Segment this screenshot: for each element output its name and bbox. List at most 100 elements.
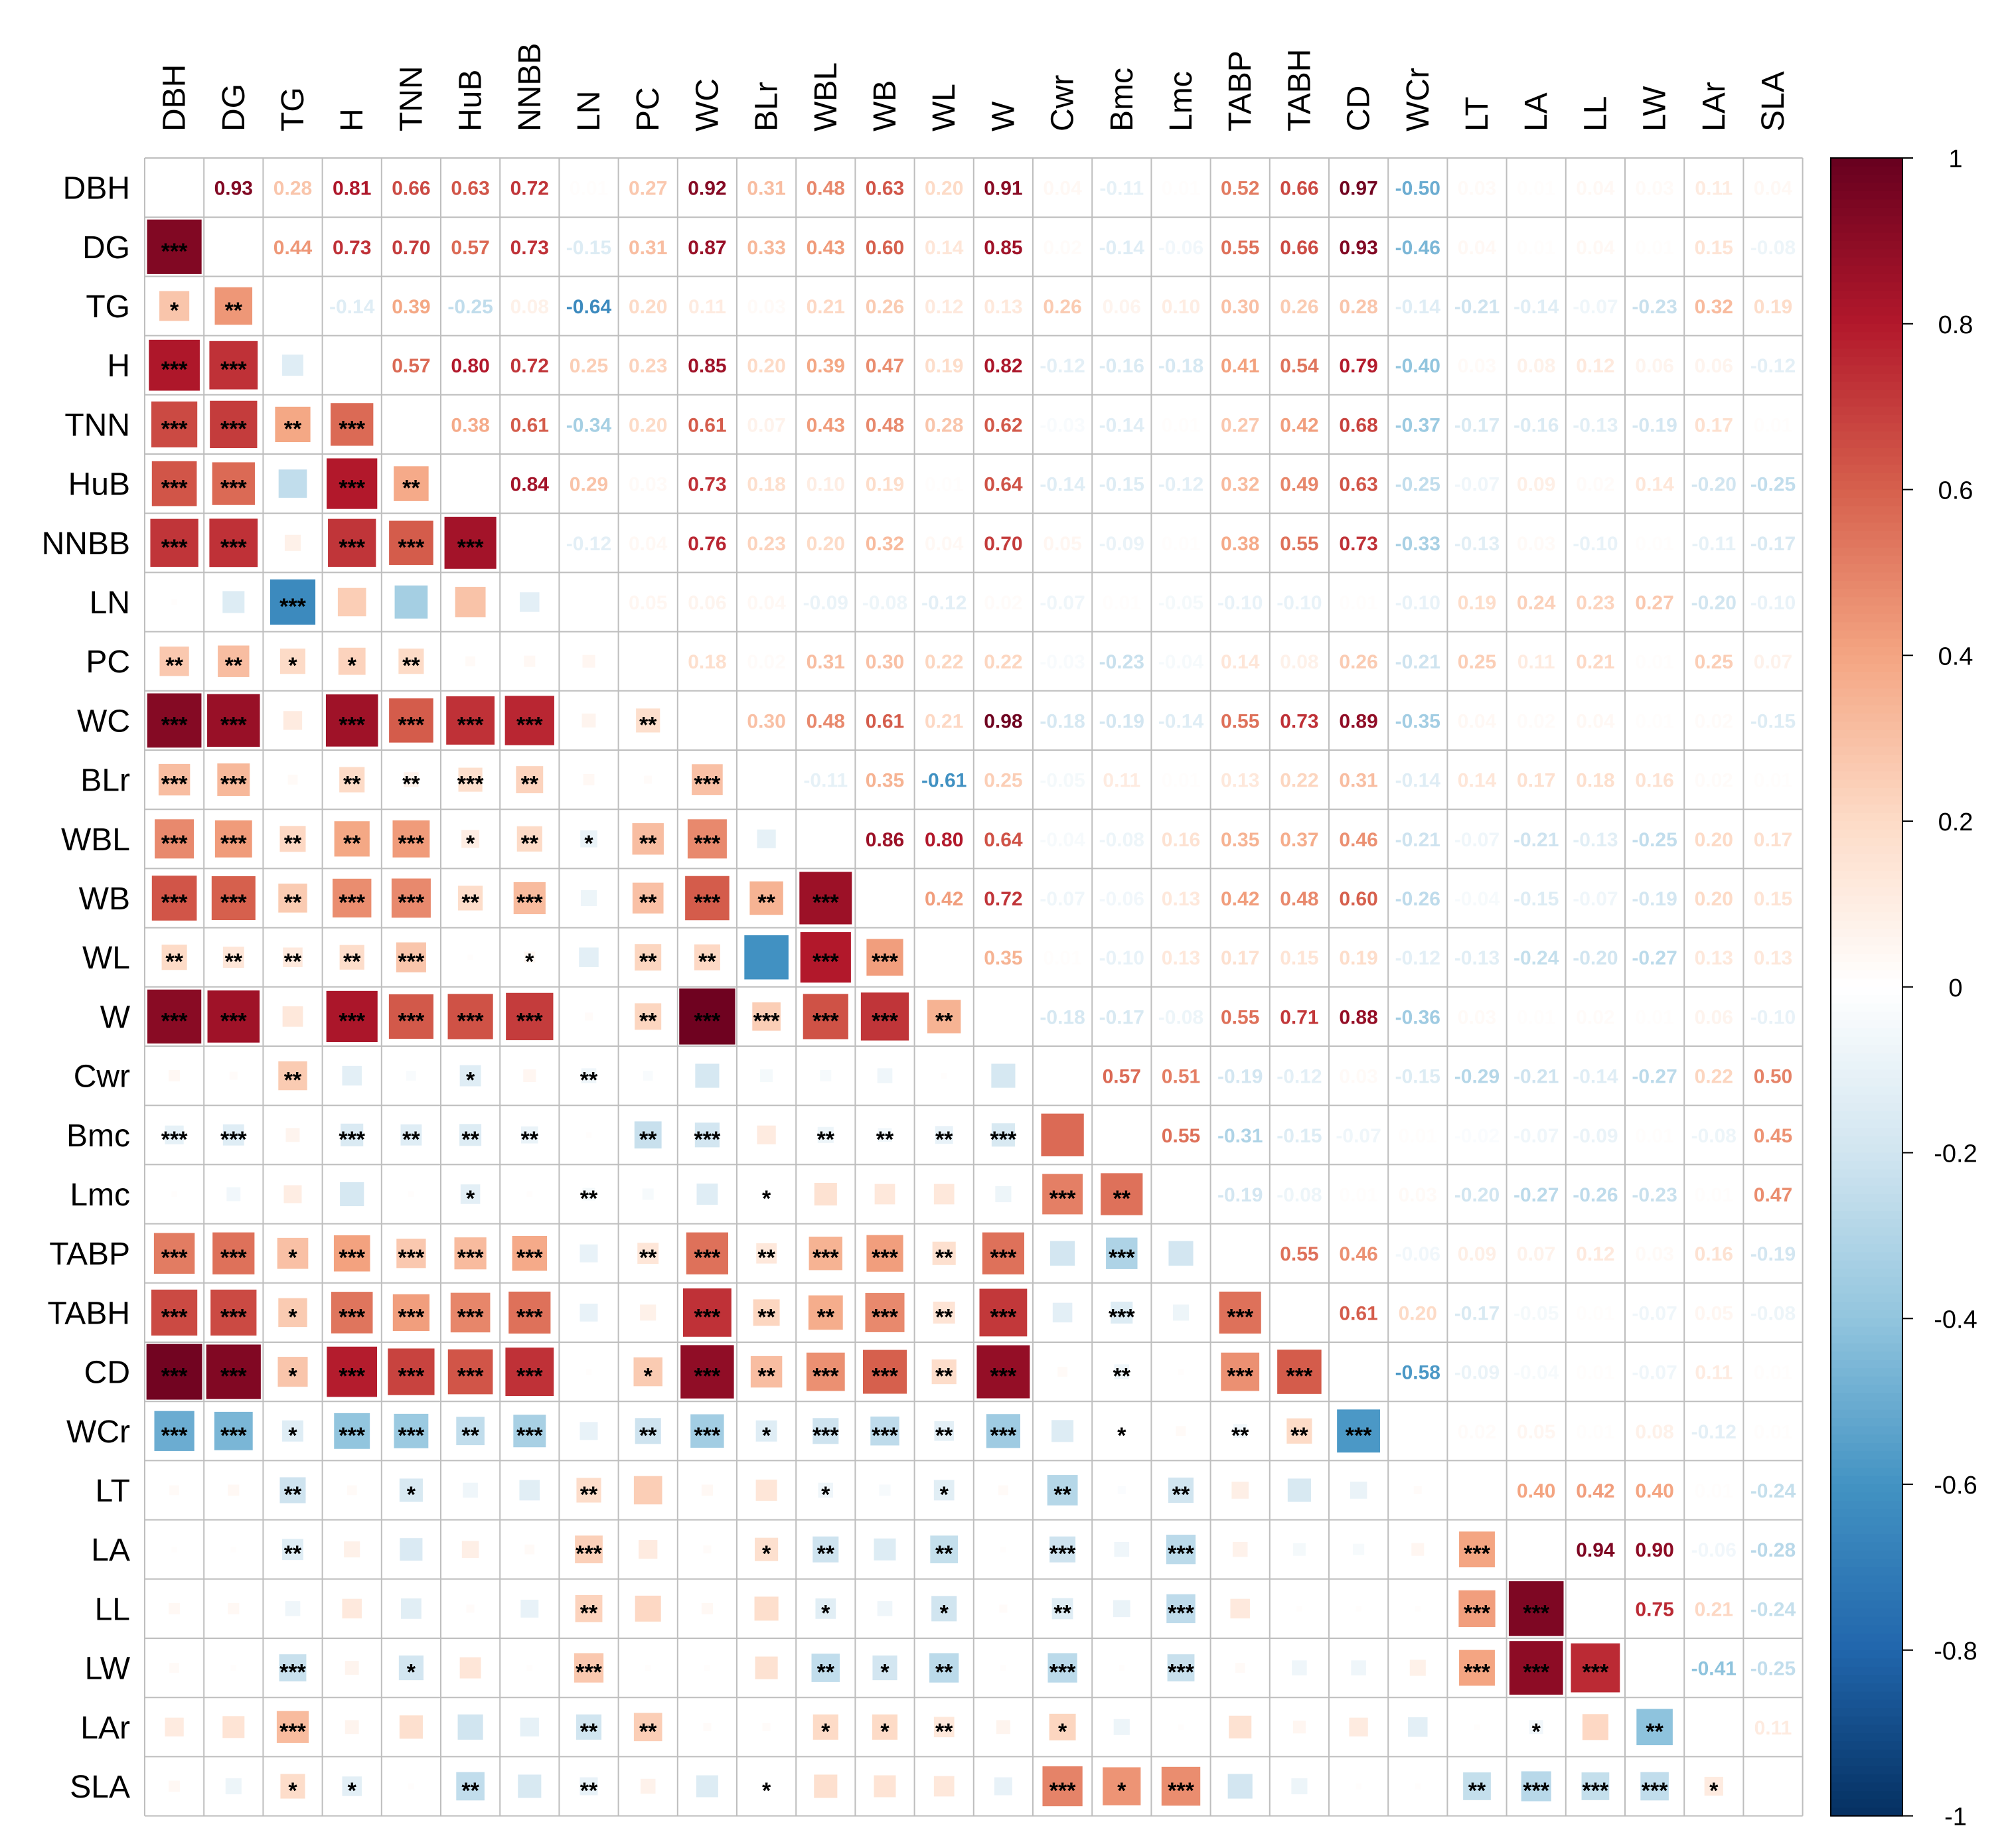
corr-square-LT-DBH: [169, 1485, 179, 1496]
colorbar-tick-label: 0.8: [1938, 311, 1973, 339]
coef-label-PC-SLA: 0.07: [1754, 651, 1792, 673]
coef-label-BLr-SLA: 0.01: [1754, 770, 1792, 792]
coef-label-LN-W: 0.02: [984, 592, 1022, 614]
corr-square-LA-WCr: [1411, 1543, 1425, 1556]
sig-stars-WB-TG: **: [284, 890, 302, 915]
colorbar-segment: [1831, 589, 1902, 598]
colorbar-segment: [1831, 1683, 1902, 1693]
coef-label-PC-BLr: 0.02: [747, 651, 785, 673]
sig-stars-LL-LN: **: [580, 1600, 598, 1626]
colorbar-segment: [1831, 1808, 1902, 1817]
corr-square-Cwr-TG: [278, 1061, 307, 1091]
corr-square-LAr-TABP: [1229, 1715, 1252, 1738]
coef-label-Cwr-LW: -0.27: [1632, 1066, 1677, 1088]
colorbar-segment: [1831, 1451, 1902, 1460]
colorbar-segment: [1831, 1119, 1902, 1129]
coef-label-WBL-LT: -0.07: [1454, 829, 1500, 851]
sig-stars-CD-DBH: ***: [161, 1364, 188, 1389]
colorbar-segment: [1831, 191, 1902, 200]
colorbar-segment: [1831, 1186, 1902, 1195]
sig-stars-CD-NNBB: ***: [516, 1364, 543, 1389]
coef-label-WBL-LA: -0.21: [1513, 829, 1559, 851]
corr-square-LL-PC: [635, 1595, 661, 1622]
corr-square-LA-PC: [639, 1540, 658, 1559]
corr-square-LL-DG: [228, 1602, 240, 1614]
corr-square-WBL-HuB: [461, 830, 480, 848]
sig-stars-CD-Bmc: **: [1113, 1364, 1131, 1389]
corr-square-WCr-Bmc: [1119, 1428, 1125, 1434]
colorbar-segment: [1831, 1708, 1902, 1717]
coef-label-BLr-LAr: 0.02: [1695, 770, 1733, 792]
sig-stars-CD-DG: ***: [220, 1364, 247, 1389]
sig-stars-CD-HuB: ***: [457, 1364, 484, 1389]
corr-square-LA-WC: [703, 1545, 712, 1554]
sig-stars-Bmc-DG: ***: [220, 1127, 247, 1152]
coef-label-TG-WL: 0.12: [925, 296, 963, 318]
corr-square-WCr-Cwr: [1051, 1420, 1074, 1442]
sig-stars-TABP-TNN: ***: [398, 1245, 425, 1270]
corr-square-SLA-WL: [933, 1776, 955, 1797]
colorbar-segment: [1831, 1426, 1902, 1436]
coef-label-HuB-WB: 0.19: [866, 474, 904, 496]
colorbar-segment: [1831, 1210, 1902, 1220]
coef-label-BLr-Lmc: 0.01: [1162, 770, 1200, 792]
sig-stars-WB-DG: ***: [220, 890, 247, 915]
coef-label-HuB-Lmc: -0.12: [1158, 474, 1203, 496]
corr-square-CD-Cwr: [1057, 1367, 1067, 1377]
sig-stars-SLA-TG: *: [288, 1778, 297, 1804]
coef-label-CD-WCr: -0.58: [1395, 1362, 1440, 1384]
coef-label-LN-PC: 0.05: [629, 592, 667, 614]
corr-square-LA-TNN: [400, 1538, 423, 1561]
colorbar-tick-label: 0.4: [1938, 643, 1973, 670]
sig-stars-LW-LL: ***: [1583, 1660, 1609, 1685]
coef-label-NNBB-WL: 0.04: [925, 533, 964, 555]
coef-label-Bmc-SLA: 0.45: [1754, 1125, 1792, 1147]
sig-stars-Bmc-NNBB: **: [521, 1127, 539, 1152]
coef-label-H-LT: 0.03: [1458, 355, 1496, 377]
colorbar-segment: [1831, 1078, 1902, 1087]
colorbar-segment: [1831, 299, 1902, 308]
coef-label-H-PC: 0.23: [629, 355, 667, 377]
coef-label-DG-TNN: 0.70: [392, 237, 430, 259]
sig-stars-PC-TNN: **: [402, 653, 420, 678]
corr-square-Cwr-TNN: [406, 1071, 416, 1081]
sig-stars-W-WBL: ***: [813, 1008, 839, 1034]
corr-square-Lmc-Cwr: [1042, 1174, 1083, 1215]
coef-label-DBH-DG: 0.93: [214, 178, 253, 200]
colorbar-segment: [1831, 1666, 1902, 1676]
coef-label-Lmc-LW: -0.23: [1632, 1184, 1677, 1206]
sig-stars-TABH-TABP: ***: [1227, 1304, 1253, 1330]
coef-label-BLr-LW: 0.16: [1635, 770, 1673, 792]
sig-stars-LL-WL: *: [940, 1600, 949, 1626]
colorbar-segment: [1831, 481, 1902, 491]
sig-stars-Bmc-WBL: **: [817, 1127, 835, 1152]
corr-square-W-LN: [584, 1012, 593, 1021]
colorbar-segment: [1831, 696, 1902, 706]
sig-stars-LW-LN: ***: [576, 1660, 602, 1685]
corr-square-LA-TABP: [1232, 1541, 1248, 1557]
coef-label-H-BLr: 0.20: [747, 355, 785, 377]
corr-square-WBL-DBH: [155, 819, 194, 859]
coef-label-WCr-LAr: -0.12: [1691, 1421, 1737, 1443]
corr-square-WB-BLr: [749, 881, 783, 915]
coef-label-PC-Cwr: -0.03: [1040, 651, 1085, 673]
coef-label-WB-WCr: -0.26: [1395, 888, 1440, 910]
sig-stars-SLA-Cwr: ***: [1049, 1778, 1076, 1804]
corr-square-WC-H: [325, 694, 378, 747]
colorbar-segment: [1831, 1459, 1902, 1469]
corr-square-SLA-LT: [1463, 1772, 1491, 1800]
colorbar-segment: [1831, 1161, 1902, 1170]
coef-label-DBH-LA: 0.01: [1517, 178, 1555, 200]
colorbar-segment: [1831, 1243, 1902, 1253]
corr-square-TABH-WB: [865, 1292, 905, 1332]
colorbar-segment: [1831, 730, 1902, 739]
row-label-WCr: WCr: [66, 1415, 130, 1450]
sig-stars-LAr-LN: **: [580, 1719, 598, 1744]
corr-square-TABH-BLr: [753, 1299, 780, 1326]
coef-label-Cwr-WCr: -0.15: [1395, 1066, 1440, 1088]
corr-square-WL-TG: [283, 947, 303, 967]
corr-square-LW-Lmc: [1167, 1654, 1195, 1682]
corr-square-LA-LN: [575, 1535, 603, 1564]
col-label-Bmc: Bmc: [1105, 68, 1140, 131]
